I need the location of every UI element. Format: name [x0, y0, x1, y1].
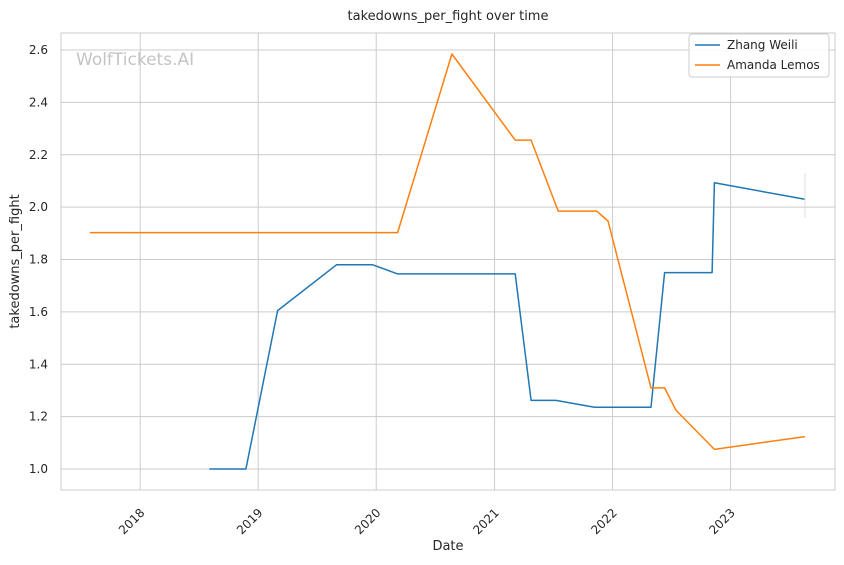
series-line-zhang-weili [209, 182, 806, 470]
x-tick-label: 2022 [588, 506, 619, 537]
series-line-amanda-lemos [89, 53, 806, 451]
x-axis-ticks: 2018 2019 2020 2021 2022 2023 [116, 506, 738, 537]
y-tick-label: 1.4 [29, 357, 48, 371]
legend-label-zhang-weili: Zhang Weili [727, 38, 798, 52]
y-tick-label: 2.0 [29, 200, 48, 214]
chart-title: takedowns_per_fight over time [348, 9, 549, 24]
y-tick-label: 2.4 [29, 95, 48, 109]
y-tick-label: 1.8 [29, 253, 48, 267]
y-tick-label: 2.2 [29, 148, 48, 162]
x-tick-label: 2020 [352, 506, 383, 537]
y-tick-label: 1.6 [29, 305, 48, 319]
x-tick-label: 2019 [234, 506, 265, 537]
x-axis-label: Date [432, 539, 463, 554]
x-tick-label: 2021 [470, 506, 501, 537]
grid-layer [61, 33, 835, 490]
y-tick-label: 2.6 [29, 43, 48, 57]
legend-label-amanda-lemos: Amanda Lemos [727, 58, 820, 72]
x-tick-label: 2023 [706, 506, 737, 537]
y-axis-ticks: 1.0 1.2 1.4 1.6 1.8 2.0 2.2 2.4 2.6 [29, 43, 48, 476]
y-tick-label: 1.2 [29, 410, 48, 424]
x-tick-label: 2018 [116, 506, 147, 537]
watermark-text: WolfTickets.AI [76, 50, 194, 70]
legend: Zhang Weili Amanda Lemos [688, 33, 830, 78]
plot-frame [60, 32, 836, 491]
y-tick-label: 1.0 [29, 462, 48, 476]
series-layer [89, 53, 806, 470]
y-axis-label: takedowns_per_fight [8, 194, 23, 328]
legend-box [688, 33, 830, 78]
